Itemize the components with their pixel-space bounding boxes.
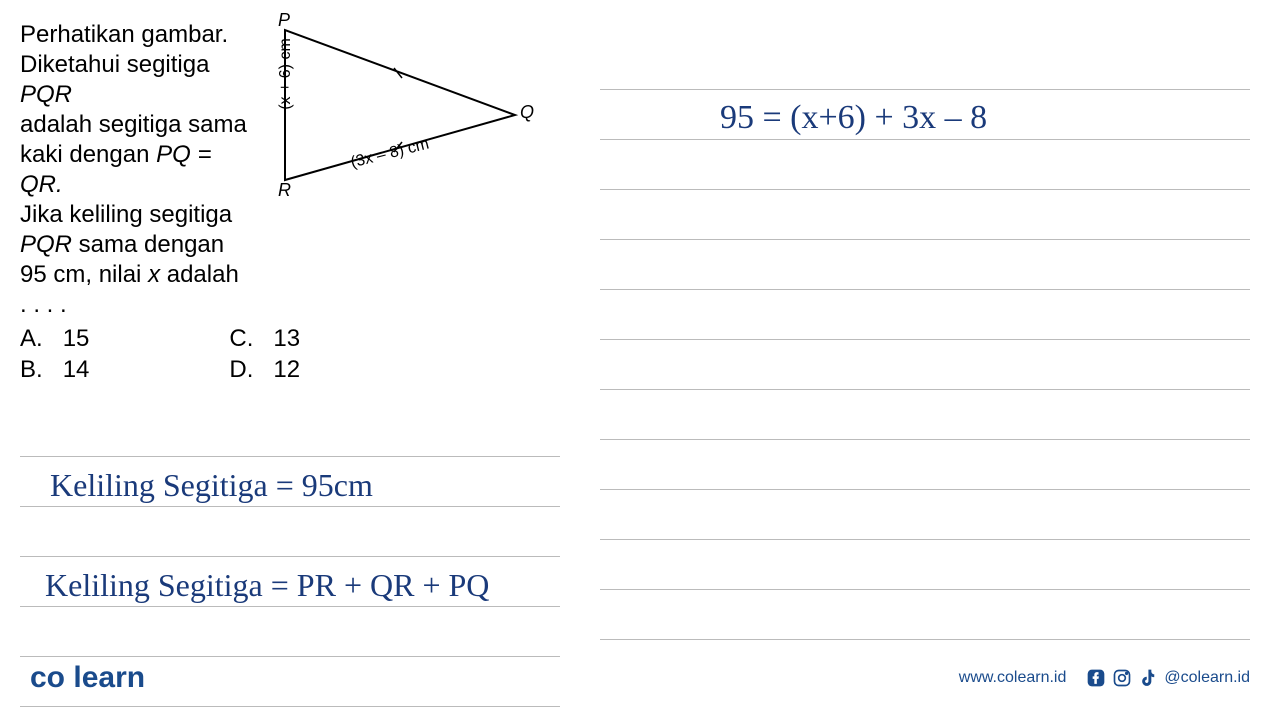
opt-d: 12: [273, 356, 300, 383]
opt-b-label: B.: [20, 356, 43, 383]
prob-l7c: adalah: [160, 261, 239, 288]
vertex-p: P: [278, 10, 290, 31]
right-ruled-area: 95 = (x+6) + 3x – 8: [600, 20, 1250, 640]
opt-c-label: C.: [229, 325, 253, 352]
prob-l4a: kaki dengan: [20, 141, 156, 168]
opt-b: 14: [63, 356, 90, 383]
prob-l3: adalah segitiga sama: [20, 111, 247, 138]
answer-options: A. 15 B. 14 C. 13 D. 12: [20, 325, 560, 387]
hw-right-1: 95 = (x+6) + 3x – 8: [720, 99, 987, 137]
footer: co learn www.colearn.id @colearn.id: [0, 661, 1280, 695]
prob-l6a: PQR: [20, 231, 72, 258]
hw-left-1: Keliling Segitiga = 95cm: [50, 467, 373, 504]
prob-l1: Perhatikan gambar.: [20, 21, 228, 48]
prob-l5: Jika keliling segitiga: [20, 201, 232, 228]
footer-handle: @colearn.id: [1164, 669, 1250, 687]
problem-text: Perhatikan gambar. Diketahui segitiga PQ…: [20, 20, 260, 320]
footer-url: www.colearn.id: [959, 669, 1067, 687]
prob-l2b: PQR: [20, 81, 72, 108]
opt-d-label: D.: [229, 356, 253, 383]
triangle-diagram: P Q R (x + 6) cm (3x – 8) cm: [270, 20, 540, 200]
side-left-label: (x + 6) cm: [277, 38, 295, 110]
prob-l8: . . . .: [20, 291, 67, 318]
prob-l2a: Diketahui segitiga: [20, 51, 209, 78]
prob-l7a: 95 cm, nilai: [20, 261, 148, 288]
instagram-icon: [1112, 668, 1132, 688]
logo-post: learn: [73, 661, 145, 694]
prob-l7b: x: [148, 261, 160, 288]
vertex-r: R: [278, 180, 291, 201]
logo: co learn: [30, 661, 145, 695]
opt-a-label: A.: [20, 325, 43, 352]
opt-c: 13: [273, 325, 300, 352]
vertex-q: Q: [520, 102, 534, 123]
hw-left-2: Keliling Segitiga = PR + QR + PQ: [45, 567, 489, 604]
logo-pre: co: [30, 661, 65, 694]
triangle-svg: [270, 20, 540, 200]
tiktok-icon: [1138, 668, 1158, 688]
opt-a: 15: [63, 325, 90, 352]
social-icons: @colearn.id: [1086, 668, 1250, 688]
prob-l6b: sama dengan: [72, 231, 224, 258]
facebook-icon: [1086, 668, 1106, 688]
